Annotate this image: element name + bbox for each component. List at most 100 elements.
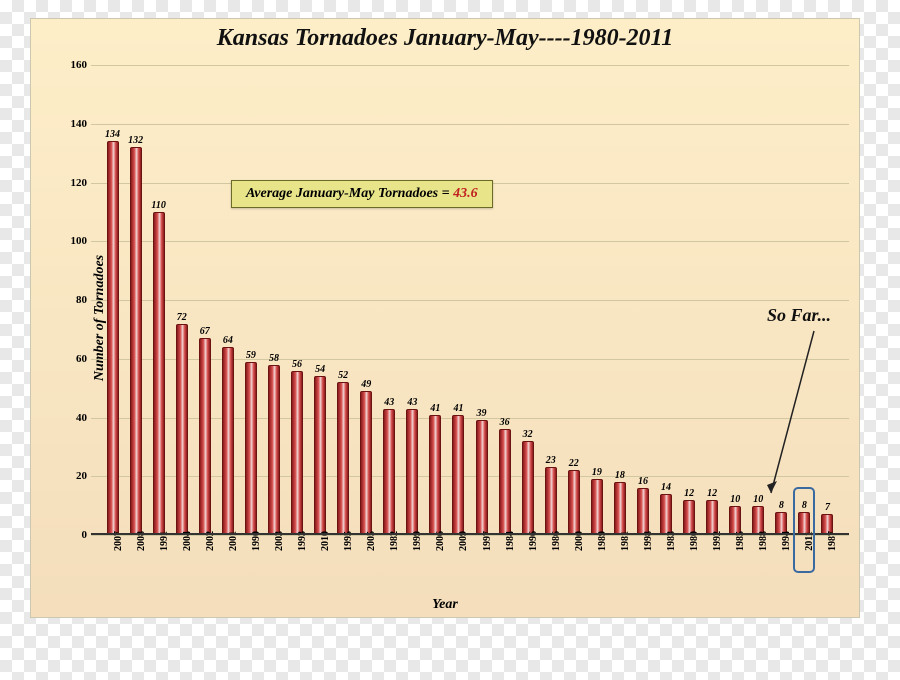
bar-value-label: 10: [753, 494, 763, 505]
bar-value-label: 110: [151, 200, 165, 211]
bar-slot: 321996: [516, 65, 539, 535]
bar: [360, 391, 372, 535]
bar-slot: 672002: [193, 65, 216, 535]
bar-value-label: 8: [802, 500, 807, 511]
y-tick-label: 140: [63, 118, 87, 130]
so-far-label: So Far...: [767, 305, 831, 326]
bar-slot: 561993: [286, 65, 309, 535]
bar: [637, 488, 649, 535]
bar-value-label: 12: [684, 488, 694, 499]
bar-value-label: 22: [569, 458, 579, 469]
bar: [591, 479, 603, 535]
bar-value-label: 14: [661, 482, 671, 493]
bar-value-label: 32: [523, 429, 533, 440]
bar: [314, 376, 326, 535]
bar-value-label: 10: [730, 494, 740, 505]
bar: [706, 500, 718, 535]
bar: [499, 429, 511, 535]
bar-slot: 722004: [170, 65, 193, 535]
y-tick-label: 160: [63, 59, 87, 71]
bar-slot: 231986: [539, 65, 562, 535]
bar: [429, 415, 441, 535]
bar-value-label: 19: [592, 467, 602, 478]
bar: [245, 362, 257, 535]
bar-value-label: 43: [384, 397, 394, 408]
bar-value-label: 39: [477, 408, 487, 419]
bar-slot: 582003: [262, 65, 285, 535]
bar-value-label: 52: [338, 370, 348, 381]
bar-series: 1342007132200811019917220046720026420015…: [101, 65, 839, 535]
bar-value-label: 134: [105, 129, 120, 140]
bar-value-label: 41: [453, 403, 463, 414]
bar: [522, 441, 534, 535]
bar-value-label: 12: [707, 488, 717, 499]
bar-value-label: 59: [246, 350, 256, 361]
bar-slot: 542010: [309, 65, 332, 535]
bar: [153, 212, 165, 535]
bar-slot: 101988: [747, 65, 770, 535]
bar: [107, 141, 119, 535]
bar-value-label: 8: [779, 500, 784, 511]
page-background: Kansas Tornadoes January-May----1980-201…: [0, 0, 900, 680]
y-tick-label: 20: [63, 470, 87, 482]
bar: [337, 382, 349, 535]
bar-value-label: 7: [825, 502, 830, 513]
bar-slot: 82011: [793, 65, 816, 535]
bar-slot: 391997: [470, 65, 493, 535]
bar: [614, 482, 626, 535]
bar-slot: 1322008: [124, 65, 147, 535]
bar-slot: 412006: [424, 65, 447, 535]
bar: [222, 347, 234, 535]
bar-slot: 492005: [355, 65, 378, 535]
chart-title: Kansas Tornadoes January-May----1980-201…: [31, 25, 859, 52]
bar-slot: 642001: [216, 65, 239, 535]
bar-slot: 101985: [724, 65, 747, 535]
bar-slot: 412009: [447, 65, 470, 535]
bar-slot: 161998: [631, 65, 654, 535]
y-tick-label: 0: [63, 529, 87, 541]
bar: [452, 415, 464, 535]
bar-value-label: 58: [269, 353, 279, 364]
y-tick-label: 120: [63, 177, 87, 189]
x-axis-label: Year: [31, 597, 859, 613]
bar-value-label: 16: [638, 476, 648, 487]
y-tick-label: 40: [63, 412, 87, 424]
bar: [383, 409, 395, 535]
bar-value-label: 132: [128, 135, 143, 146]
y-tick-label: 60: [63, 353, 87, 365]
bar: [476, 420, 488, 535]
bar-slot: 431999: [401, 65, 424, 535]
bar: [568, 470, 580, 535]
bar-value-label: 54: [315, 364, 325, 375]
bar: [130, 147, 142, 535]
bar-slot: 121980: [678, 65, 701, 535]
bar-slot: 222000: [562, 65, 585, 535]
bar-slot: 1342007: [101, 65, 124, 535]
bar-value-label: 41: [430, 403, 440, 414]
bar-value-label: 64: [223, 335, 233, 346]
bar-slot: 191989: [585, 65, 608, 535]
bar-slot: 591990: [239, 65, 262, 535]
bar: [683, 500, 695, 535]
bar-value-label: 36: [500, 417, 510, 428]
bar-value-label: 23: [546, 455, 556, 466]
plot-area: 020406080100120140160 134200713220081101…: [91, 65, 849, 535]
bar-value-label: 18: [615, 470, 625, 481]
bar-slot: 121992: [701, 65, 724, 535]
x-axis-line: [91, 533, 849, 535]
bar: [268, 365, 280, 535]
average-annotation-text: Average January-May Tornadoes =: [246, 186, 453, 201]
bar: [660, 494, 672, 535]
bar-value-label: 49: [361, 379, 371, 390]
bar-value-label: 56: [292, 359, 302, 370]
bar-slot: 521995: [332, 65, 355, 535]
bar-slot: 181981: [608, 65, 631, 535]
bar: [545, 467, 557, 535]
average-annotation-value: 43.6: [453, 186, 478, 201]
bar-value-label: 67: [200, 326, 210, 337]
bar: [406, 409, 418, 535]
bar: [199, 338, 211, 535]
bar-value-label: 72: [177, 312, 187, 323]
y-tick-label: 100: [63, 235, 87, 247]
y-tick-label: 80: [63, 294, 87, 306]
